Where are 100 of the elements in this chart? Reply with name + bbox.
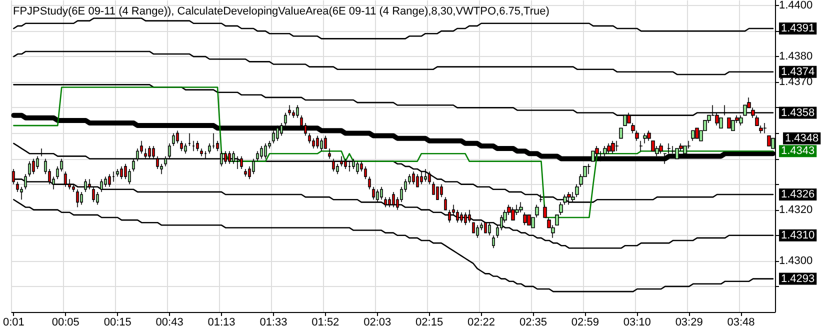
x-tick-label: 00:05 xyxy=(52,316,80,328)
candlestick xyxy=(116,168,119,178)
y-tick-label: 1.4370 xyxy=(779,76,813,88)
candlestick xyxy=(220,150,223,167)
candlestick xyxy=(192,140,195,152)
candlestick xyxy=(148,146,151,160)
candlestick xyxy=(336,163,339,174)
candlestick xyxy=(276,125,279,142)
candlestick xyxy=(611,140,615,154)
data-label: 1.4343 xyxy=(781,145,815,158)
candlestick xyxy=(316,135,319,149)
data-label: 1.4326 xyxy=(781,188,815,201)
candlestick xyxy=(244,168,247,178)
candlestick xyxy=(444,196,447,210)
x-tick-label: 02:15 xyxy=(416,316,444,328)
x-tick-label: 02:59 xyxy=(571,316,599,328)
candlestick xyxy=(647,130,651,142)
candlestick xyxy=(288,104,291,116)
candlestick xyxy=(32,158,35,174)
candlestick xyxy=(739,114,743,126)
candlestick xyxy=(691,130,695,142)
x-tick-label: 01:13 xyxy=(208,316,236,328)
data-label: 1.4310 xyxy=(781,229,815,242)
candlestick xyxy=(184,143,187,154)
candlestick xyxy=(460,212,463,224)
candlestick xyxy=(639,140,643,152)
candlestick xyxy=(92,186,95,203)
candlestick xyxy=(368,176,371,190)
candlestick xyxy=(108,174,111,188)
candlestick xyxy=(603,146,607,157)
candlestick xyxy=(488,222,491,236)
x-tick-label: 02:22 xyxy=(468,316,496,328)
candlestick xyxy=(320,138,323,152)
candlestick xyxy=(659,143,663,154)
candlestick xyxy=(476,224,479,238)
candlestick xyxy=(264,143,267,160)
x-tick-label: 01:52 xyxy=(312,316,340,328)
candlestick xyxy=(120,166,123,180)
candlestick xyxy=(80,192,83,206)
candlestick xyxy=(260,146,263,160)
x-tick-label: 03:48 xyxy=(727,316,755,328)
candlestick xyxy=(356,160,359,174)
candlestick xyxy=(224,150,227,164)
candlestick xyxy=(228,150,231,164)
candlestick xyxy=(380,186,383,200)
data-label: 1.4293 xyxy=(781,272,815,285)
candlestick xyxy=(328,148,331,160)
candlestick xyxy=(416,174,419,188)
y-tick-label: 1.4400 xyxy=(779,0,813,12)
text: FPJPStudy(6E 09-11 (4 Range)), CalculateDevelopingValueArea(6E 09-11 (4 Range),8,30,VWTPO,6.75,True) xyxy=(13,6,550,18)
x-tick-label: 00:43 xyxy=(156,316,184,328)
candlestick xyxy=(468,209,471,224)
x-tick-label: 03:10 xyxy=(623,316,651,328)
candlestick xyxy=(180,140,183,152)
y-tick-label: 1.4320 xyxy=(779,204,813,216)
candlestick xyxy=(164,156,167,167)
candlestick xyxy=(619,128,623,139)
candlestick xyxy=(607,143,611,154)
x-tick-label: 00:15 xyxy=(104,316,132,328)
candlestick xyxy=(440,184,443,198)
candlestick xyxy=(200,148,203,157)
data-label: 1.4358 xyxy=(781,106,815,119)
x-tick-label: 02:35 xyxy=(519,316,547,328)
candlestick xyxy=(464,212,467,226)
candlestick xyxy=(695,128,699,139)
candlestick xyxy=(188,132,191,146)
x-tick-label: 03:29 xyxy=(675,316,703,328)
candlestick xyxy=(332,158,335,172)
candlestick xyxy=(511,206,515,220)
text: 1.4348 xyxy=(785,132,819,144)
x-tick-label: 0:01 xyxy=(2,316,24,328)
x-tick-label: 01:33 xyxy=(260,316,288,328)
candlestick xyxy=(767,135,771,146)
candlestick xyxy=(643,132,647,144)
candlestick xyxy=(324,135,327,149)
candlestick xyxy=(519,202,523,213)
candlestick xyxy=(523,212,527,226)
candlestick xyxy=(384,196,387,208)
candlestick xyxy=(40,148,43,157)
candlestick xyxy=(392,192,395,208)
x-tick-label: 02:03 xyxy=(364,316,392,328)
candlestick xyxy=(196,140,199,152)
y-tick-label: 1.4300 xyxy=(779,254,813,267)
candlestick xyxy=(172,132,175,146)
candlestick xyxy=(615,140,619,152)
candlestick xyxy=(484,222,487,234)
candlestick xyxy=(132,158,135,172)
candlestick xyxy=(176,130,179,144)
candlestick xyxy=(420,171,423,185)
candlestick xyxy=(376,189,379,203)
line-series xyxy=(13,86,774,218)
candlestick xyxy=(719,117,723,128)
candlestick xyxy=(144,148,147,160)
candlestick xyxy=(344,158,347,170)
candlestick xyxy=(28,160,31,178)
candlestick xyxy=(204,150,207,160)
candlestick xyxy=(152,146,155,160)
candlestick xyxy=(296,104,299,118)
data-label: 1.4391 xyxy=(781,22,815,34)
candlestick xyxy=(240,156,243,170)
